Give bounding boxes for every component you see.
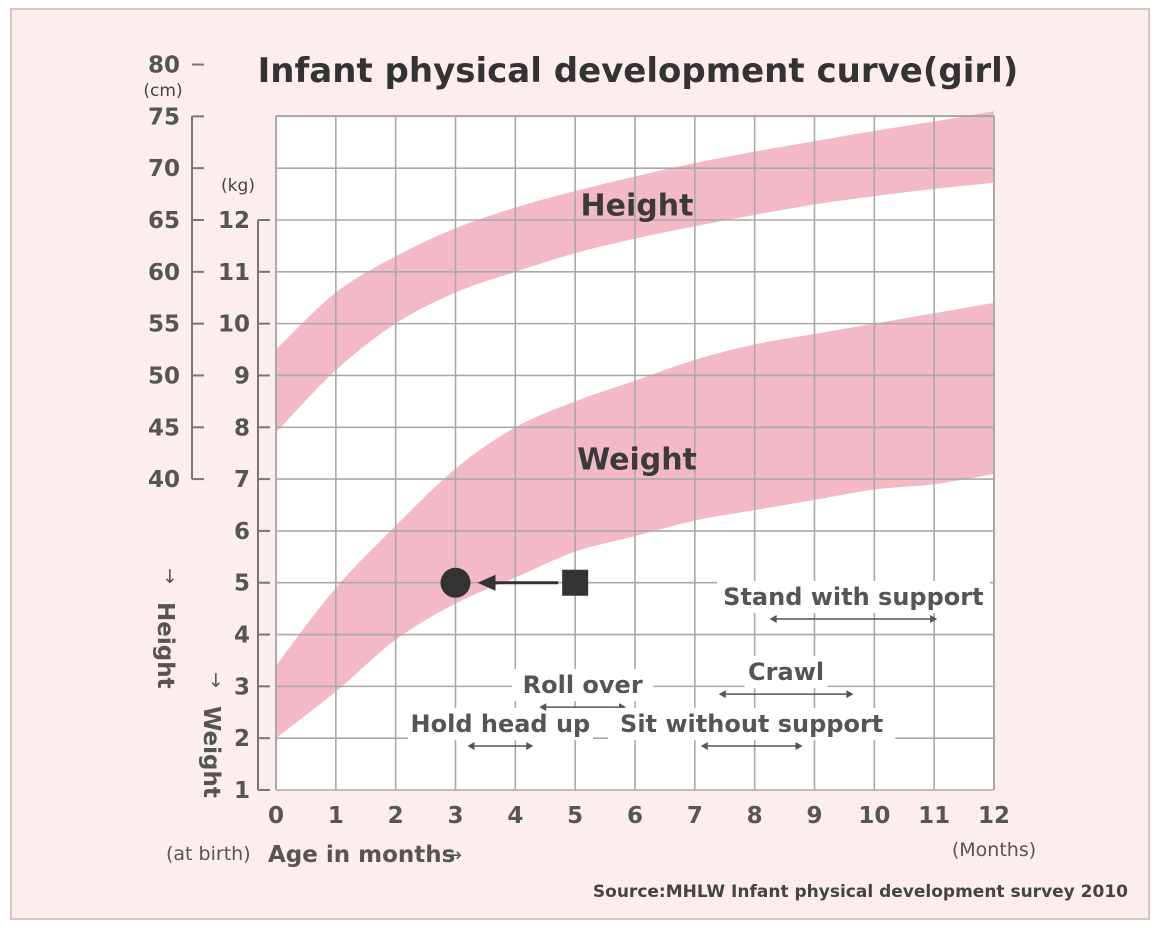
milestone-hold-head-up: Hold head up xyxy=(407,707,593,750)
height-tick-label: 55 xyxy=(148,312,180,338)
milestone-arrowhead xyxy=(795,741,803,750)
milestone-sit-without-support: Sit without support xyxy=(607,707,896,750)
weight-tick-label: 6 xyxy=(234,519,250,545)
circle-marker xyxy=(440,567,471,598)
weight-tick-label: 1 xyxy=(234,778,250,804)
weight-tick-label: 2 xyxy=(234,726,250,752)
milestone-arrowhead xyxy=(700,741,708,750)
weight-tick-label: 11 xyxy=(218,260,250,286)
milestone-crawl: Crawl xyxy=(718,656,854,699)
weight-tick-label: 9 xyxy=(234,363,250,389)
height-tick-label: 65 xyxy=(148,208,180,234)
height-tick-label: 60 xyxy=(148,260,180,286)
x-tick-label: 5 xyxy=(567,803,583,829)
x-tick-label: 7 xyxy=(687,803,703,829)
x-tick-label: 8 xyxy=(747,803,763,829)
height-tick-label: 50 xyxy=(148,363,180,389)
height-tick-label: 45 xyxy=(148,415,180,441)
milestone-arrowhead xyxy=(718,690,726,699)
weight-tick-label: 12 xyxy=(218,208,250,234)
milestones-layer: Hold head up Roll over Sit without support… xyxy=(407,581,990,750)
at-birth-label: (at birth) xyxy=(166,843,251,865)
weight-tick-label: 4 xyxy=(234,623,250,649)
milestone-label-bg xyxy=(407,707,593,740)
months-unit-label: (Months) xyxy=(952,839,1036,861)
milestone-label: Crawl xyxy=(748,658,824,686)
x-tick-label: 12 xyxy=(978,803,1010,829)
height-axis-label: Height xyxy=(152,602,178,689)
milestone-arrowhead xyxy=(526,741,534,750)
band-label-height: Height xyxy=(581,188,694,223)
height-tick-label: 40 xyxy=(148,467,180,493)
markers-layer xyxy=(440,567,589,598)
x-tick-label: 9 xyxy=(806,803,822,829)
weight-tick-label: 10 xyxy=(218,312,250,338)
x-tick-label: 10 xyxy=(858,803,890,829)
milestone-label: Stand with support xyxy=(723,583,983,611)
weight-axis-label: Weight xyxy=(198,706,224,798)
milestone-label-bg xyxy=(716,581,990,613)
milestone-label: Roll over xyxy=(523,671,643,699)
x-tick-label: 11 xyxy=(918,803,950,829)
milestone-stand-with-support: Stand with support xyxy=(716,581,990,623)
milestone-label-bg xyxy=(744,656,828,689)
milestone-roll-over: Roll over xyxy=(511,669,654,712)
milestone-arrowhead xyxy=(846,690,854,699)
x-axis-arrow: → xyxy=(446,844,462,866)
height-tick-label: 80 xyxy=(148,53,180,79)
milestone-label-bg xyxy=(607,707,896,740)
milestone-arrowhead xyxy=(539,703,547,712)
height-unit-label: (cm) xyxy=(143,81,182,101)
band-labels-layer: Height Weight xyxy=(577,188,697,477)
height-tick-label: 70 xyxy=(148,156,180,182)
x-tick-label: 3 xyxy=(447,803,463,829)
height-axis-arrow: → xyxy=(159,568,181,584)
chart-title: Infant physical development curve(girl) xyxy=(258,51,1019,91)
weight-axis-arrow: → xyxy=(205,672,227,688)
x-tick-label: 2 xyxy=(388,803,404,829)
x-axis-label: Age in months xyxy=(268,842,455,868)
milestone-arrowhead xyxy=(467,741,475,750)
milestone-label: Sit without support xyxy=(620,710,883,738)
band-label-weight: Weight xyxy=(577,442,697,477)
milestone-arrowhead xyxy=(769,615,777,623)
milestone-label: Hold head up xyxy=(411,710,591,738)
height-tick-label: 75 xyxy=(148,104,180,130)
weight-tick-label: 5 xyxy=(234,571,250,597)
weight-tick-label: 7 xyxy=(234,467,250,493)
x-tick-label: 6 xyxy=(627,803,643,829)
weight-unit-label: (kg) xyxy=(221,176,255,196)
milestone-label-bg xyxy=(511,669,654,702)
x-tick-label: 1 xyxy=(328,803,344,829)
arrow-head xyxy=(477,574,496,591)
x-tick-label: 4 xyxy=(507,803,523,829)
x-tick-label: 0 xyxy=(268,803,284,829)
weight-tick-label: 3 xyxy=(234,674,250,700)
square-marker xyxy=(562,569,589,596)
weight-tick-label: 8 xyxy=(234,415,250,441)
milestone-arrowhead xyxy=(930,615,938,623)
source-note: Source:MHLW Infant physical development … xyxy=(593,882,1128,902)
